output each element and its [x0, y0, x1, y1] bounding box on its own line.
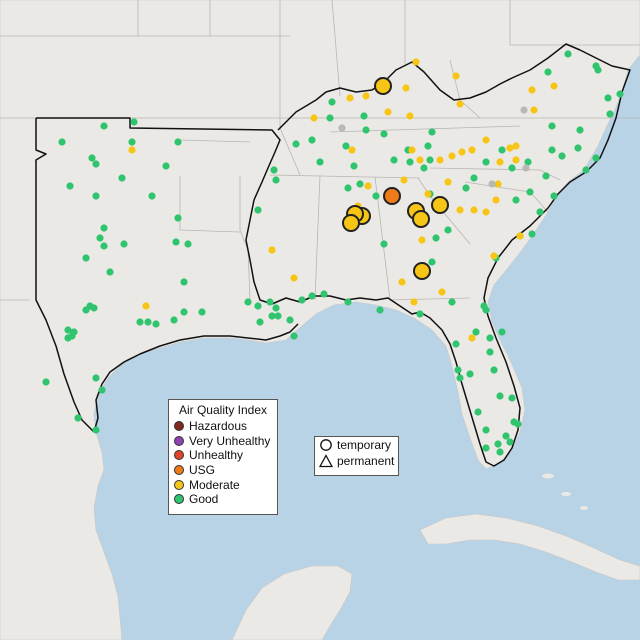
legend-label: Unhealthy	[189, 448, 244, 463]
hazardous-swatch	[174, 421, 184, 432]
land-cuba	[419, 513, 640, 581]
legend-item-good: Good	[169, 492, 277, 507]
temporary-moderate-marker	[342, 214, 360, 232]
land-yucatan	[231, 565, 353, 640]
legend-item-moderate: Moderate	[169, 477, 277, 492]
temporary-moderate-marker	[374, 77, 392, 95]
shape-legend: temporary permanent	[314, 436, 399, 476]
temporary-moderate-marker	[412, 210, 430, 228]
legend-item-hazardous: Hazardous	[169, 419, 277, 434]
triangle-icon	[319, 454, 333, 468]
legend-label: Hazardous	[189, 419, 248, 434]
legend-item-very-unhealthy: Very Unhealthy	[169, 434, 277, 449]
temporary-monitors	[342, 77, 449, 280]
land-bahamas	[580, 506, 588, 510]
circle-icon	[320, 439, 332, 451]
good-monitors	[42, 50, 624, 456]
unhealthy-swatch	[174, 450, 184, 461]
aqi-legend: Air Quality Index Hazardous Very Unhealt…	[168, 399, 278, 515]
temporary-moderate-marker	[413, 262, 431, 280]
temporary-label: temporary	[337, 438, 392, 452]
good-swatch	[174, 494, 184, 505]
land-bahamas	[561, 492, 571, 496]
legend-label: Good	[189, 492, 219, 507]
permanent-label: permanent	[337, 454, 395, 468]
temporary-moderate-marker	[431, 196, 449, 214]
legend-item-usg: USG	[169, 463, 277, 478]
shape-legend-temporary: temporary	[315, 437, 398, 453]
shape-legend-permanent: permanent	[315, 453, 398, 469]
moderate-swatch	[174, 479, 184, 490]
legend-label: Very Unhealthy	[189, 433, 271, 448]
aqi-legend-title: Air Quality Index	[178, 403, 268, 417]
temporary-usg-marker	[383, 187, 401, 205]
very-unhealthy-swatch	[174, 435, 184, 446]
legend-label: Moderate	[189, 477, 240, 492]
legend-item-unhealthy: Unhealthy	[169, 448, 277, 463]
usg-swatch	[174, 465, 184, 476]
moderate-monitors	[128, 58, 558, 342]
no-data-monitors	[338, 106, 530, 188]
land-bahamas	[542, 473, 554, 479]
legend-label: USG	[189, 463, 216, 478]
